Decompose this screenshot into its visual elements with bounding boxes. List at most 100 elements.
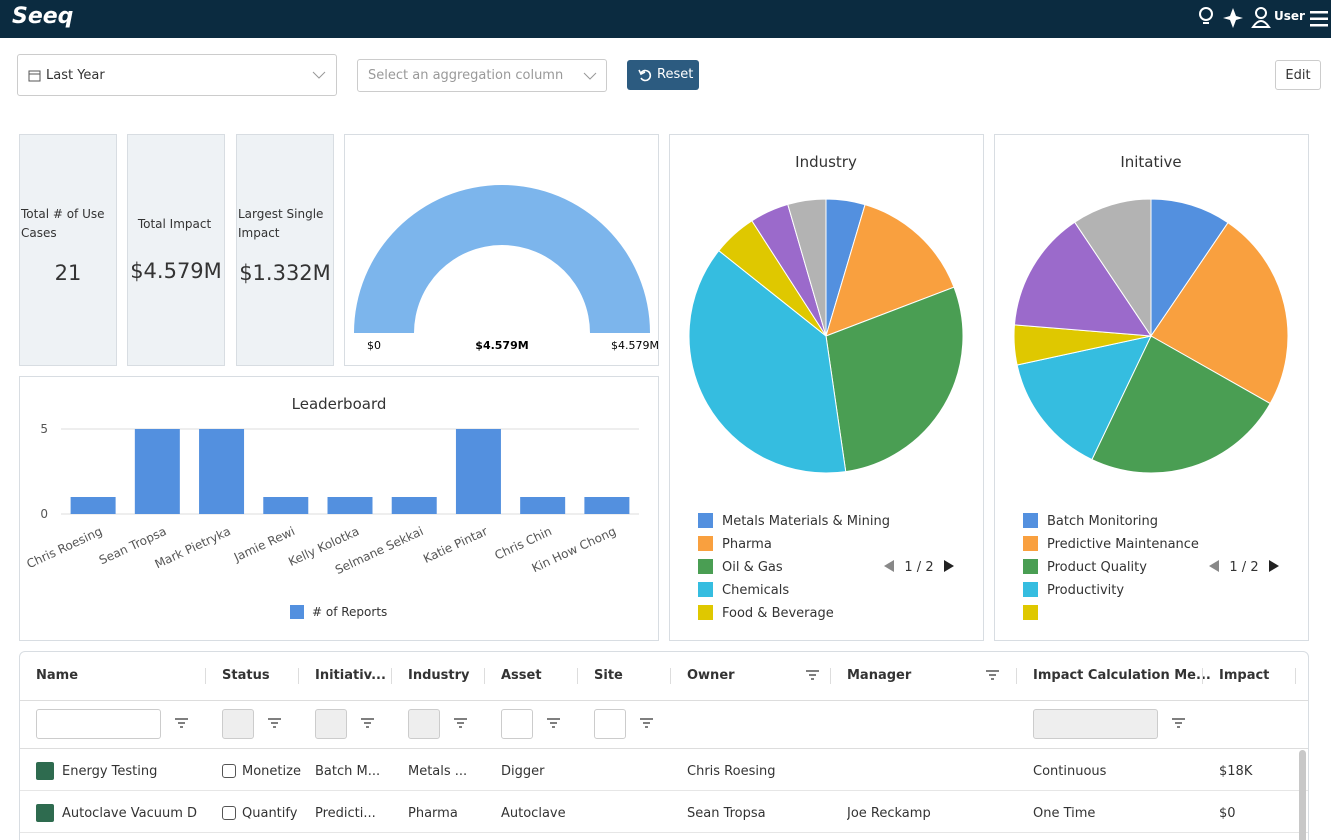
legend-swatch[interactable]	[698, 513, 713, 528]
legend-label[interactable]: # of Reports	[312, 605, 387, 619]
pie-slice[interactable]	[1016, 335, 1152, 461]
pager-prev[interactable]	[884, 560, 894, 572]
user-label[interactable]: User	[1274, 9, 1305, 23]
pie-slice[interactable]	[825, 286, 964, 473]
column-header[interactable]: Name	[36, 668, 79, 683]
legend-swatch[interactable]	[290, 605, 304, 619]
legend-swatch[interactable]	[1023, 582, 1038, 597]
legend-label[interactable]: Product Quality	[1047, 560, 1147, 575]
legend-label[interactable]: Batch Monitoring	[1047, 514, 1158, 529]
legend-swatch[interactable]	[1023, 605, 1038, 620]
filter-input[interactable]	[315, 709, 347, 739]
menu-icon[interactable]	[1310, 10, 1330, 28]
kpi-value: $4.579M	[130, 259, 222, 283]
scrollbar[interactable]	[1299, 750, 1306, 840]
kpi-label: Largest Single Impact	[238, 207, 324, 240]
edit-button[interactable]: Edit	[1275, 60, 1321, 90]
reset-button[interactable]: Reset	[627, 60, 699, 90]
bar[interactable]	[263, 497, 309, 514]
aggregation-select[interactable]: Select an aggregation column	[357, 59, 607, 92]
legend-label[interactable]: Food & Beverage	[722, 606, 834, 621]
legend-swatch[interactable]	[1023, 513, 1038, 528]
divider	[20, 748, 1308, 749]
bar[interactable]	[134, 429, 180, 514]
legend-label[interactable]: Predictive Maintenance	[1047, 537, 1199, 552]
filter-icon[interactable]	[547, 718, 561, 730]
column-separator	[298, 668, 299, 684]
bar[interactable]	[584, 497, 630, 514]
divider	[20, 790, 1308, 791]
table-cell: $18K	[1219, 764, 1253, 779]
chevron-path	[583, 72, 597, 80]
bar[interactable]	[70, 497, 116, 514]
table-cell: Sean Tropsa	[687, 806, 766, 821]
column-header[interactable]: Impact Calculation Me...	[1033, 668, 1211, 683]
filter-icon[interactable]	[986, 670, 1000, 682]
column-header[interactable]: Manager	[847, 668, 912, 683]
column-separator	[577, 668, 578, 684]
filter-input[interactable]	[222, 709, 254, 739]
legend-label[interactable]: Pharma	[722, 537, 772, 552]
pager-prev[interactable]	[1209, 560, 1219, 572]
pie-slice[interactable]	[1013, 221, 1152, 337]
kpi-card: Largest Single Impact $1.332M	[236, 134, 334, 366]
column-header[interactable]: Status	[222, 668, 270, 683]
filter-icon[interactable]	[640, 718, 654, 730]
bar[interactable]	[391, 497, 437, 514]
column-header[interactable]: Impact	[1219, 668, 1270, 683]
pie-slice[interactable]	[787, 198, 827, 337]
column-header[interactable]: Owner	[687, 668, 735, 683]
filter-input[interactable]	[501, 709, 533, 739]
filter-icon[interactable]	[454, 718, 468, 730]
legend-swatch[interactable]	[698, 582, 713, 597]
divider	[20, 700, 1308, 701]
filter-icon[interactable]	[268, 718, 282, 730]
pie-slice[interactable]	[1091, 335, 1271, 474]
filter-input[interactable]	[1033, 709, 1158, 739]
legend-swatch[interactable]	[698, 605, 713, 620]
legend-label[interactable]: Productivity	[1047, 583, 1124, 598]
column-header[interactable]: Industry	[408, 668, 470, 683]
legend-label[interactable]: Metals Materials & Mining	[722, 514, 890, 529]
filter-icon[interactable]	[806, 670, 820, 682]
idea-icon[interactable]	[1199, 7, 1213, 21]
legend-label[interactable]: Chemicals	[722, 583, 789, 598]
pie-slice[interactable]	[1074, 198, 1152, 338]
bar[interactable]	[327, 497, 373, 514]
legend-swatch[interactable]	[1023, 559, 1038, 574]
column-header[interactable]: Site	[594, 668, 623, 683]
logo[interactable]: Seeq	[12, 4, 74, 29]
column-separator	[484, 668, 485, 684]
column-separator	[830, 668, 831, 684]
legend-label[interactable]: Oil & Gas	[722, 560, 783, 575]
bar[interactable]	[520, 497, 566, 514]
table-cell: $0	[1219, 806, 1236, 821]
column-header[interactable]: Initiativ...	[315, 668, 386, 683]
legend-swatch[interactable]	[698, 536, 713, 551]
user-icon[interactable]	[1255, 7, 1267, 19]
pie-slice[interactable]	[825, 204, 955, 337]
pager-next[interactable]	[944, 560, 954, 572]
legend-swatch[interactable]	[1023, 536, 1038, 551]
gauge-value	[354, 185, 650, 333]
filter-input[interactable]	[408, 709, 440, 739]
filter-icon[interactable]	[175, 718, 189, 730]
use-case-table: Name Status Initiativ... Industry Asset Site O…	[19, 651, 1309, 840]
date-range-select[interactable]: Last Year	[17, 54, 337, 96]
pie-slice[interactable]	[688, 249, 847, 474]
filter-input[interactable]	[36, 709, 161, 739]
filter-icon[interactable]	[361, 718, 375, 730]
filter-input[interactable]	[594, 709, 626, 739]
table-cell: Energy Testing	[62, 764, 158, 779]
ai-icon[interactable]	[1223, 8, 1243, 28]
pie-slice[interactable]	[1150, 198, 1229, 338]
pie-slice[interactable]	[1150, 221, 1289, 405]
bar[interactable]	[199, 429, 245, 514]
filter-icon[interactable]	[1172, 718, 1186, 730]
legend-swatch[interactable]	[698, 559, 713, 574]
bar[interactable]	[455, 429, 501, 514]
column-header[interactable]: Asset	[501, 668, 542, 683]
status-icon	[222, 764, 236, 778]
pager-next[interactable]	[1269, 560, 1279, 572]
